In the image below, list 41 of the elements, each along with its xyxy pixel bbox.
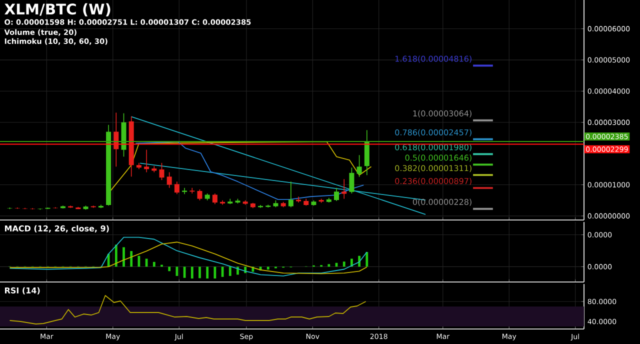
candlestick <box>197 189 202 201</box>
bar <box>328 264 330 267</box>
ref-line-label: 0.786(0.00002457) <box>395 129 472 136</box>
ref-line-label: 0.382(0.00001311) <box>395 164 472 172</box>
candlestick <box>152 166 157 173</box>
ref-line-label: 0.5(0.00001646) <box>405 154 472 162</box>
candlestick <box>334 187 340 202</box>
candlestick <box>212 193 218 204</box>
bar <box>266 266 270 270</box>
candlestick <box>159 162 164 180</box>
candlestick <box>182 187 188 194</box>
bar <box>206 266 209 278</box>
bar <box>122 247 125 267</box>
bar <box>342 262 346 267</box>
chart-title: MACD (12, 26, close, 9) <box>5 225 109 232</box>
ref-line-label: 0(0.00000228) <box>412 198 472 206</box>
ref-line-label: 1.618(0.00004816) <box>395 56 472 63</box>
ref-line-label: 1(0.00003064) <box>413 110 472 118</box>
bar <box>366 252 368 267</box>
candlestick <box>144 149 150 173</box>
bar <box>228 266 232 276</box>
candlestick <box>356 154 362 178</box>
bar <box>214 266 216 278</box>
candlestick <box>190 187 195 194</box>
bar <box>114 244 118 267</box>
chart-title: RSI (14) <box>5 287 40 294</box>
ref-line-label: 0.236(0.00000897) <box>395 178 472 186</box>
bar <box>152 262 156 267</box>
ref-line-label: 0.618(0.00001980) <box>395 144 472 152</box>
candlestick <box>166 172 172 188</box>
bar <box>176 266 178 276</box>
bar <box>130 251 133 267</box>
bar <box>198 266 201 278</box>
candlestick <box>349 167 354 194</box>
bar <box>168 266 171 272</box>
chart-title: XLM/BTC (W) <box>4 3 110 16</box>
bar <box>190 266 194 278</box>
candlestick <box>342 178 347 200</box>
candlestick <box>288 181 294 208</box>
candlestick <box>174 181 180 194</box>
line-series <box>9 295 366 324</box>
